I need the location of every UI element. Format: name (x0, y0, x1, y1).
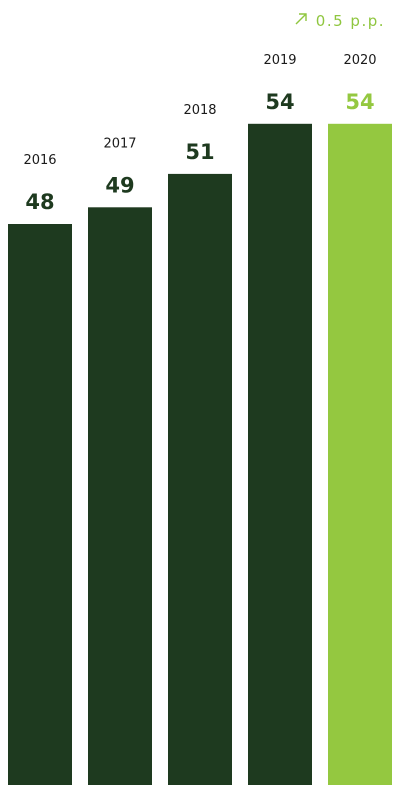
change-value: 0.5 p.p. (315, 12, 385, 30)
bar-2017 (88, 207, 152, 785)
bar-2016 (8, 224, 72, 785)
year-label-2017: 2017 (103, 136, 136, 151)
year-label-2020: 2020 (343, 53, 376, 68)
bar-2019 (248, 123, 312, 785)
change-indicator: 0.5 p.p. (294, 12, 385, 30)
bar-2018 (168, 173, 232, 785)
value-label-2018: 51 (185, 140, 214, 164)
value-label-2017: 49 (105, 173, 134, 197)
value-label-2020: 54 (345, 90, 374, 114)
value-label-2016: 48 (25, 190, 54, 214)
bar-2020 (328, 123, 392, 785)
value-label-2019: 54 (265, 90, 294, 114)
year-label-2016: 2016 (23, 153, 56, 168)
year-label-2019: 2019 (263, 53, 296, 68)
arrow-up-right-icon (294, 12, 308, 30)
year-label-2018: 2018 (183, 103, 216, 118)
